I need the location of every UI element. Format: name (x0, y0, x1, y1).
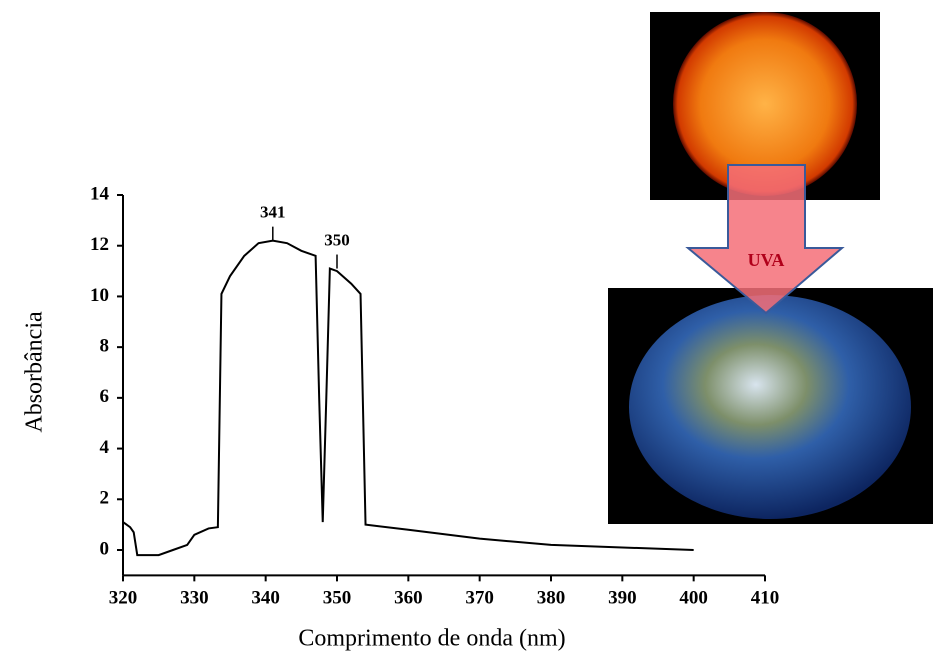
x-tick-label: 380 (537, 588, 566, 609)
y-axis-title: Absorbância (22, 311, 48, 433)
y-tick-label: 14 (90, 183, 110, 204)
x-tick-label: 400 (679, 588, 708, 609)
x-tick-label: 320 (109, 588, 138, 609)
y-tick-label: 12 (90, 234, 109, 255)
y-tick-label: 10 (90, 285, 109, 306)
chart: UVA Comprimento de onda (nm) Absorbância… (0, 0, 933, 654)
y-tick-label: 6 (100, 386, 110, 407)
x-tick-label: 340 (251, 588, 280, 609)
earth (629, 295, 911, 519)
annotation-label: 350 (324, 230, 350, 249)
y-tick-label: 8 (100, 336, 110, 357)
annotation-label: 341 (260, 203, 286, 222)
y-tick-label: 0 (100, 538, 110, 559)
arrow-label: UVA (748, 250, 785, 270)
y-tick-label: 2 (100, 488, 110, 509)
x-tick-label: 330 (180, 588, 209, 609)
x-tick-label: 390 (608, 588, 637, 609)
x-tick-label: 410 (751, 588, 780, 609)
x-axis-title: Comprimento de onda (nm) (298, 626, 565, 652)
x-tick-label: 360 (394, 588, 423, 609)
y-tick-label: 4 (100, 437, 110, 458)
x-tick-label: 350 (323, 588, 352, 609)
x-tick-label: 370 (465, 588, 494, 609)
